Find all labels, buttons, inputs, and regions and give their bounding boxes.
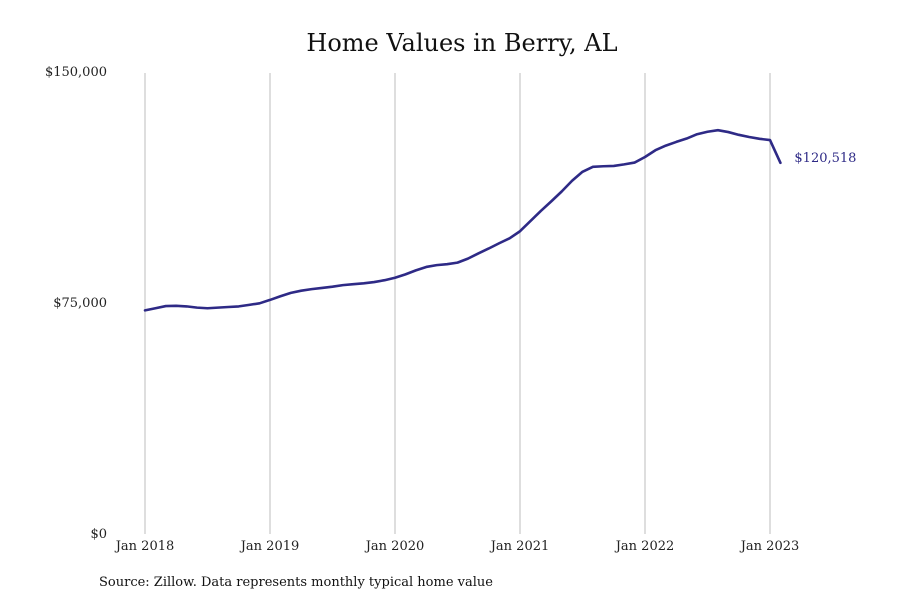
y-axis-tick-label: $150,000: [45, 65, 107, 80]
x-axis-tick-label: Jan 2021: [489, 539, 550, 554]
x-axis-tick-label: Jan 2022: [614, 539, 675, 554]
latest-value-label: $120,518: [794, 151, 856, 166]
y-axis-tick-label: $75,000: [53, 296, 107, 311]
home-value-series-line: [143, 128, 782, 312]
x-axis-tick-labels: Jan 2018 Jan 2019 Jan 2020 Jan 2021 Jan 2022…: [114, 539, 800, 554]
x-axis-tick-label: Jan 2018: [114, 539, 175, 554]
chart-title: Home Values in Berry, AL: [306, 29, 617, 57]
gridlines: [144, 73, 771, 534]
x-axis-tick-label: Jan 2023: [739, 539, 800, 554]
y-axis-tick-label: $0: [90, 527, 107, 542]
source-note: Source: Zillow. Data represents monthly …: [99, 575, 493, 590]
y-axis-tick-labels: $150,000 $75,000 $0: [45, 65, 107, 542]
x-axis-tick-label: Jan 2020: [364, 539, 425, 554]
x-axis-tick-label: Jan 2019: [239, 539, 300, 554]
